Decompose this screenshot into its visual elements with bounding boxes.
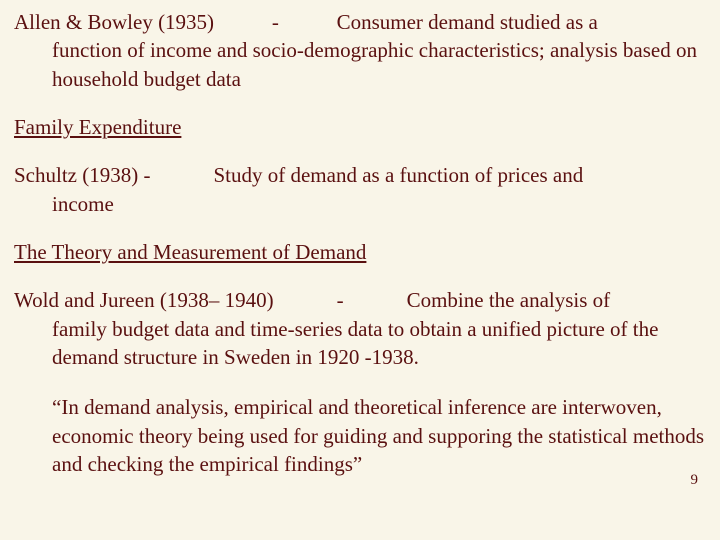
description-first-line: Combine the analysis of (407, 288, 611, 312)
author-year: Wold and Jureen (1938– 1940) (14, 288, 274, 312)
section-title-theory-measurement: The Theory and Measurement of Demand (14, 238, 706, 266)
page-number: 9 (691, 470, 699, 490)
description-continuation: function of income and socio-demographic… (14, 36, 706, 93)
description-continuation: income (14, 190, 706, 218)
description-first-line: Consumer demand studied as a (337, 10, 598, 34)
quote-text: “In demand analysis, empirical and theor… (52, 395, 704, 476)
section-title-family-expenditure: Family Expenditure (14, 113, 706, 141)
title-text: Family Expenditure (14, 115, 181, 139)
separator-dash: - (337, 288, 344, 312)
author-year: Schultz (1938) (14, 163, 138, 187)
description-first-line: Study of demand as a function of prices … (213, 163, 583, 187)
author-year: Allen & Bowley (1935) (14, 10, 214, 34)
quote-block: “In demand analysis, empirical and theor… (14, 393, 706, 478)
separator-dash: - (272, 10, 279, 34)
title-text: The Theory and Measurement of Demand (14, 240, 366, 264)
entry-allen-bowley: Allen & Bowley (1935) - Consumer demand … (14, 8, 706, 93)
entry-schultz: Schultz (1938) - Study of demand as a fu… (14, 161, 706, 218)
separator-dash: - (143, 163, 150, 187)
entry-wold-jureen: Wold and Jureen (1938– 1940) - Combine t… (14, 286, 706, 371)
description-continuation: family budget data and time-series data … (14, 315, 706, 372)
